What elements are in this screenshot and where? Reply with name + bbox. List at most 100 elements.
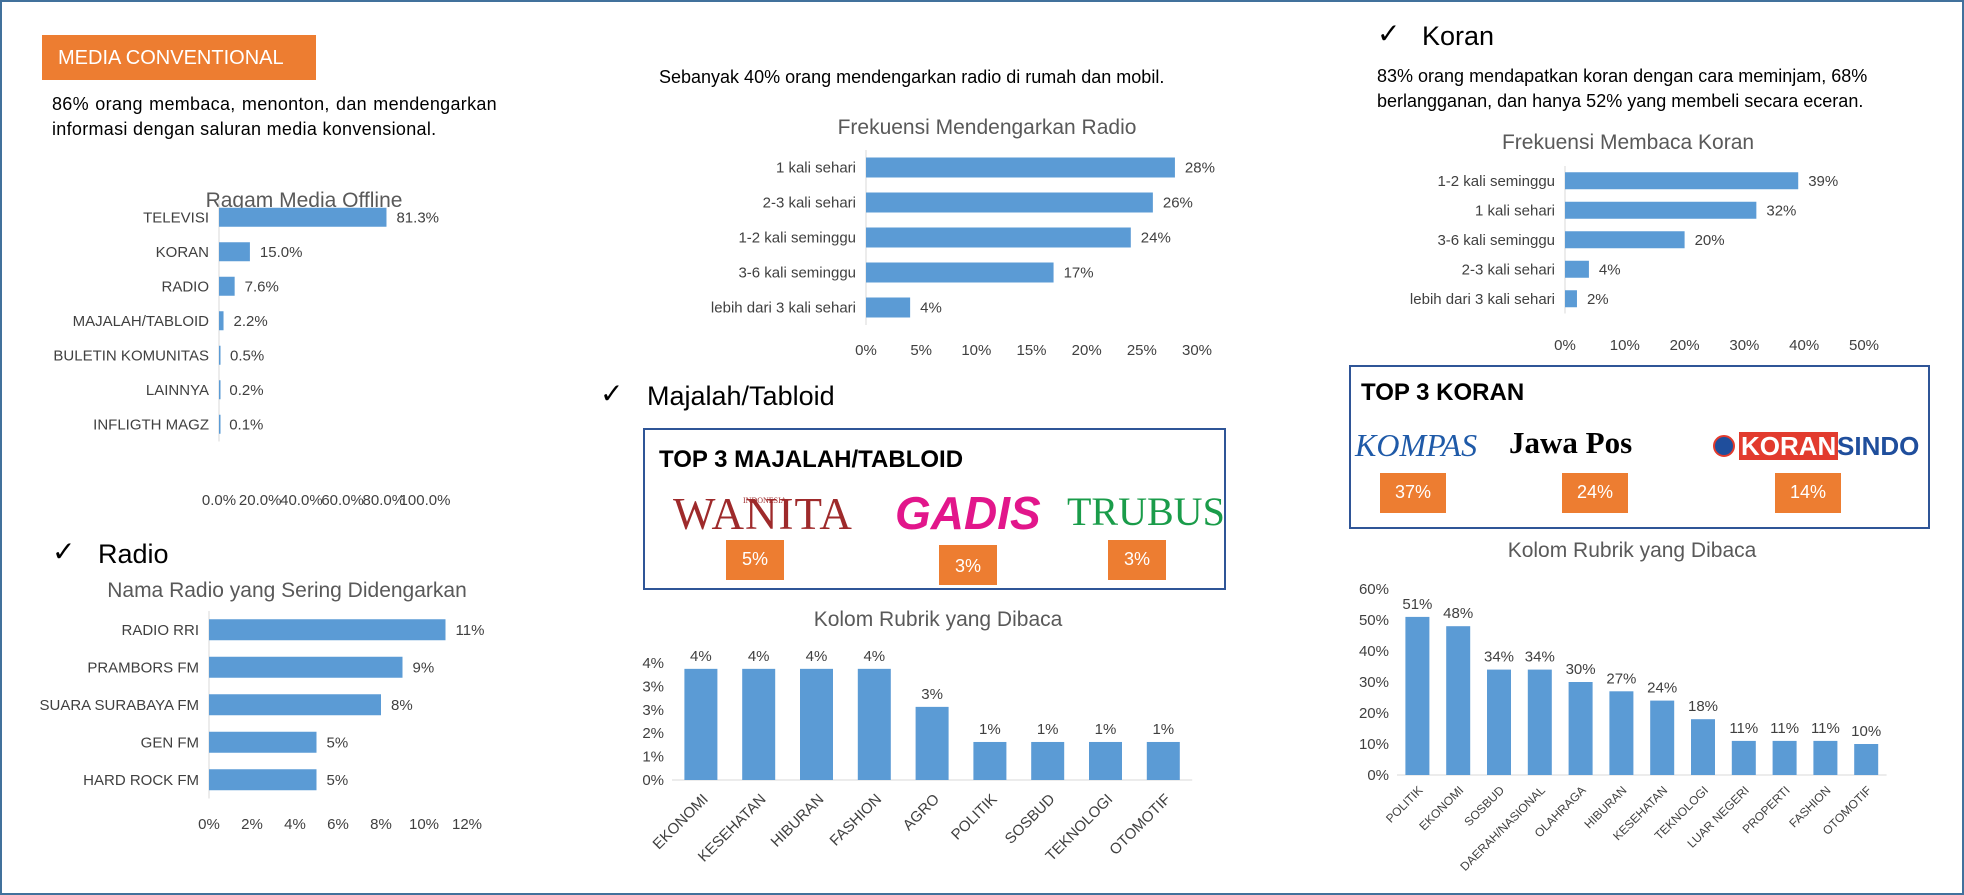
data-label: 34% bbox=[1484, 649, 1514, 666]
data-label: 1% bbox=[1095, 721, 1117, 738]
category-label: 2-3 kali sehari bbox=[763, 195, 856, 212]
data-label: 27% bbox=[1606, 670, 1636, 687]
wanita-logo: WANITA INDONESIA bbox=[673, 486, 852, 539]
top3-majalah-title: TOP 3 MAJALAH/TABLOID bbox=[659, 446, 964, 473]
chart-radio-freq: Frekuensi Mendengarkan Radio 1 kali sehar… bbox=[711, 116, 1215, 359]
chart-title: Nama Radio yang Sering Didengarkan bbox=[107, 579, 467, 602]
chart-title: Frekuensi Mendengarkan Radio bbox=[838, 116, 1137, 139]
category-label: SOSBUD bbox=[1002, 791, 1059, 848]
tick-label: 20.0% bbox=[239, 492, 282, 509]
bar bbox=[219, 380, 221, 400]
tick-label: 30% bbox=[1182, 342, 1212, 359]
bar bbox=[219, 414, 221, 434]
tick-label: 20% bbox=[1670, 337, 1700, 354]
bar bbox=[1854, 744, 1879, 775]
category-label: RADIO bbox=[161, 278, 209, 295]
data-label: 4% bbox=[748, 648, 770, 665]
tick-label: 30% bbox=[1359, 674, 1389, 691]
data-label: 39% bbox=[1808, 173, 1838, 190]
data-label: 9% bbox=[413, 659, 435, 676]
koransindo-globe-icon bbox=[1713, 435, 1735, 457]
kompas-pct: 37% bbox=[1394, 482, 1432, 502]
top3-koran-title: TOP 3 KORAN bbox=[1361, 379, 1525, 406]
data-label: 24% bbox=[1141, 230, 1171, 247]
category-label: GEN FM bbox=[141, 734, 199, 751]
bar bbox=[1731, 740, 1756, 775]
bar bbox=[1487, 669, 1511, 775]
category-label: 3-6 kali seminggu bbox=[1437, 232, 1555, 249]
category-label: EKONOMI bbox=[650, 791, 712, 853]
wanita-logo-sub: INDONESIA bbox=[743, 496, 787, 505]
badge-label: MEDIA CONVENTIONAL bbox=[58, 47, 284, 69]
data-label: 4% bbox=[690, 648, 712, 665]
bar bbox=[1565, 231, 1685, 249]
tick-label: 80.0% bbox=[363, 492, 406, 509]
category-label: 1 kali sehari bbox=[1475, 202, 1555, 219]
intro-text: 86% orang membaca, menonton, dan mendeng… bbox=[52, 94, 497, 139]
tick-label: 3% bbox=[642, 678, 664, 695]
category-label: SUARA SURABAYA FM bbox=[40, 697, 200, 714]
category-label: HARD ROCK FM bbox=[83, 772, 199, 789]
bar bbox=[1568, 682, 1593, 775]
category-label: LAINNYA bbox=[146, 382, 209, 399]
jawapos-pct-badge: 24% bbox=[1562, 473, 1628, 513]
tick-label: 0.0% bbox=[202, 492, 236, 509]
bar bbox=[219, 311, 224, 331]
media-conventional-badge: MEDIA CONVENTIONAL bbox=[42, 35, 316, 80]
data-label: 8% bbox=[391, 697, 413, 714]
data-label: 11% bbox=[1729, 720, 1758, 737]
data-label: 11% bbox=[1770, 720, 1799, 737]
gadis-logo: GADIS bbox=[895, 484, 1041, 544]
data-label: 11% bbox=[456, 622, 485, 639]
tick-label: 60% bbox=[1359, 581, 1389, 598]
bar bbox=[915, 706, 949, 780]
tick-label: 12% bbox=[452, 816, 482, 833]
koran-check-icon: ✓ bbox=[1377, 18, 1401, 49]
chart-title: Frekuensi Membaca Koran bbox=[1502, 131, 1754, 154]
tick-label: 2% bbox=[241, 816, 263, 833]
chart-title: Kolom Rubrik yang Dibaca bbox=[1508, 539, 1757, 562]
data-label: 4% bbox=[863, 648, 885, 665]
bar bbox=[742, 668, 776, 780]
category-label: INFLIGTH MAGZ bbox=[93, 416, 209, 433]
category-label: MAJALAH/TABLOID bbox=[73, 313, 210, 330]
category-label: KORAN bbox=[156, 244, 209, 261]
tick-label: 0% bbox=[1367, 767, 1389, 784]
koran-note: 83% orang mendapatkan koran dengan cara … bbox=[1377, 66, 1868, 111]
tick-label: 40% bbox=[1789, 337, 1819, 354]
bar bbox=[219, 242, 250, 262]
bar bbox=[1565, 290, 1577, 308]
tick-label: 4% bbox=[284, 816, 306, 833]
category-label: 1-2 kali seminggu bbox=[738, 230, 856, 247]
bar bbox=[1405, 616, 1430, 775]
category-label: HIBURAN bbox=[768, 791, 828, 851]
koransindo-pct-badge: 14% bbox=[1775, 473, 1841, 513]
tick-label: 50% bbox=[1359, 612, 1389, 629]
data-label: 48% bbox=[1443, 605, 1473, 622]
tick-label: 20% bbox=[1359, 705, 1389, 722]
tick-label: 50% bbox=[1849, 337, 1879, 354]
tick-label: 8% bbox=[370, 816, 392, 833]
data-label: 17% bbox=[1064, 265, 1094, 282]
bar bbox=[866, 262, 1054, 283]
radio-note: Sebanyak 40% orang mendengarkan radio di… bbox=[659, 67, 1165, 87]
data-label: 32% bbox=[1766, 202, 1796, 219]
bar bbox=[866, 157, 1175, 178]
chart-koran-rubrik: Kolom Rubrik yang Dibaca 0% 10% 20% 30% 40% 50… bbox=[1359, 539, 1887, 874]
data-label: 1% bbox=[1037, 721, 1059, 738]
bar bbox=[684, 668, 718, 780]
data-label: 5% bbox=[327, 734, 349, 751]
chart-koran-freq: Frekuensi Membaca Koran 1-2 kali seminggu… bbox=[1410, 131, 1879, 354]
bar bbox=[219, 207, 387, 227]
wanita-pct: 5% bbox=[741, 549, 768, 569]
bar bbox=[219, 276, 235, 296]
bar bbox=[209, 619, 446, 641]
wanita-pct-badge: 5% bbox=[726, 540, 784, 580]
category-label: 2-3 kali sehari bbox=[1462, 261, 1555, 278]
data-label: 1% bbox=[979, 721, 1001, 738]
category-label: AGRO bbox=[900, 791, 943, 834]
data-label: 4% bbox=[920, 300, 942, 317]
category-label: 1 kali sehari bbox=[776, 160, 856, 177]
data-label: 20% bbox=[1695, 232, 1725, 249]
tick-label: 2% bbox=[642, 725, 664, 742]
